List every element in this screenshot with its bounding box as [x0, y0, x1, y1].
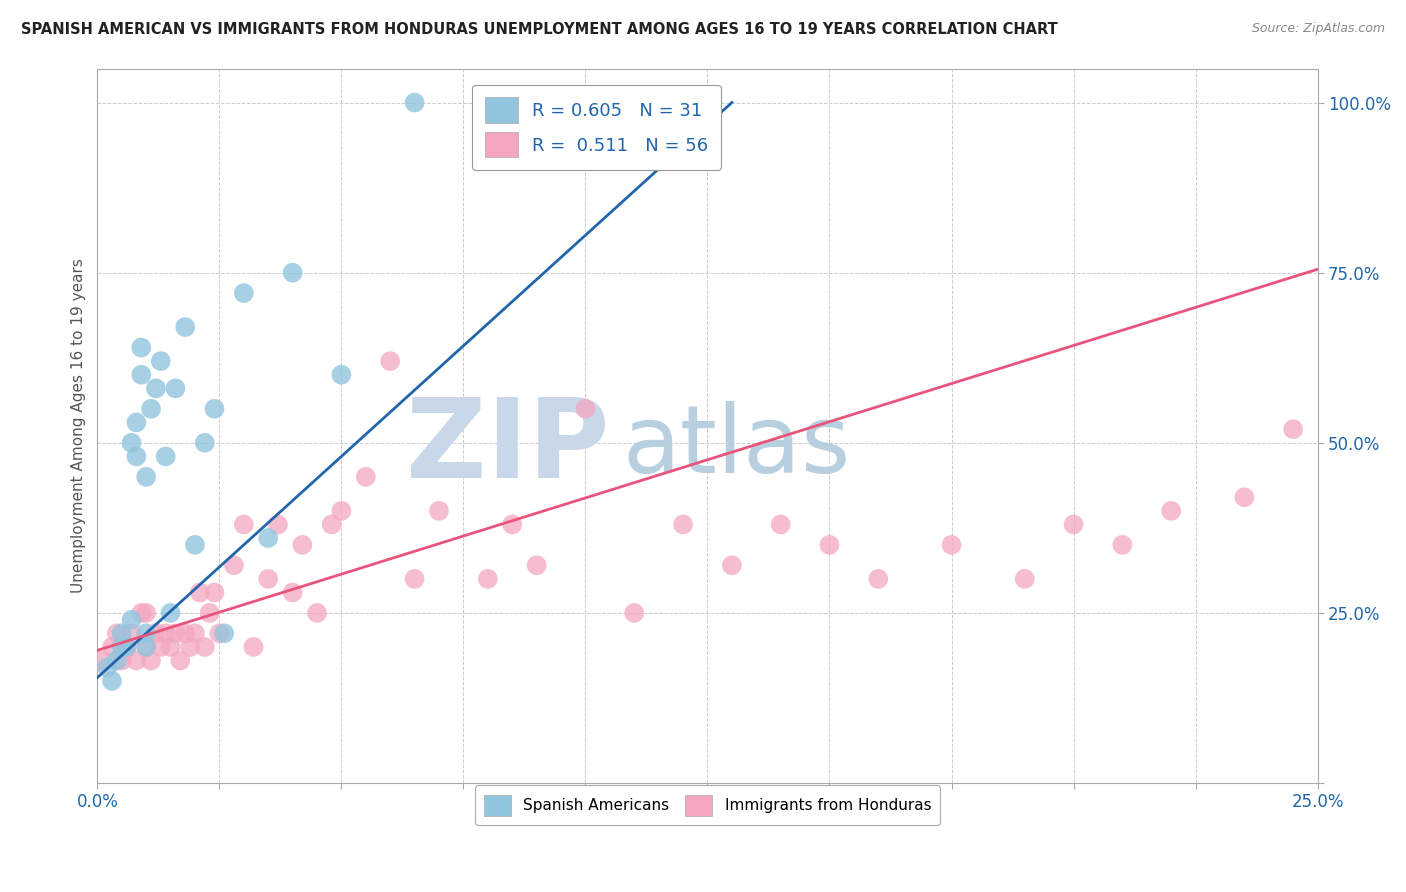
Point — [139, 654, 162, 668]
Point — [101, 640, 124, 654]
Point — [721, 558, 744, 573]
Text: SPANISH AMERICAN VS IMMIGRANTS FROM HONDURAS UNEMPLOYMENT AMONG AGES 16 TO 19 YE: SPANISH AMERICAN VS IMMIGRANTS FROM HOND… — [21, 22, 1057, 37]
Point — [135, 606, 157, 620]
Point — [169, 654, 191, 668]
Point — [257, 531, 280, 545]
Point — [184, 538, 207, 552]
Point — [404, 572, 426, 586]
Point — [125, 416, 148, 430]
Point — [941, 538, 963, 552]
Point — [174, 320, 197, 334]
Point — [174, 626, 197, 640]
Point — [129, 606, 152, 620]
Point — [769, 517, 792, 532]
Text: atlas: atlas — [621, 401, 851, 493]
Point — [165, 626, 187, 640]
Point — [105, 626, 128, 640]
Point — [139, 401, 162, 416]
Legend: Spanish Americans, Immigrants from Honduras: Spanish Americans, Immigrants from Hondu… — [475, 786, 941, 825]
Point — [242, 640, 264, 654]
Point — [101, 673, 124, 688]
Point — [135, 470, 157, 484]
Point — [145, 381, 167, 395]
Point — [194, 435, 217, 450]
Point — [179, 640, 201, 654]
Point — [232, 286, 254, 301]
Point — [145, 626, 167, 640]
Point — [155, 626, 177, 640]
Point — [574, 401, 596, 416]
Point — [135, 626, 157, 640]
Point — [135, 640, 157, 654]
Point — [184, 626, 207, 640]
Point — [404, 95, 426, 110]
Point — [121, 435, 143, 450]
Point — [165, 381, 187, 395]
Point — [188, 585, 211, 599]
Point — [281, 585, 304, 599]
Point — [380, 354, 402, 368]
Point — [1233, 490, 1256, 504]
Point — [204, 401, 226, 416]
Point — [125, 654, 148, 668]
Point — [321, 517, 343, 532]
Point — [623, 606, 645, 620]
Point — [1282, 422, 1305, 436]
Point — [281, 266, 304, 280]
Point — [159, 640, 181, 654]
Point — [129, 368, 152, 382]
Point — [111, 640, 134, 654]
Point — [198, 606, 221, 620]
Point — [208, 626, 231, 640]
Point — [111, 654, 134, 668]
Point — [129, 341, 152, 355]
Point — [1160, 504, 1182, 518]
Point — [149, 354, 172, 368]
Text: ZIP: ZIP — [406, 393, 610, 500]
Point — [204, 585, 226, 599]
Point — [159, 606, 181, 620]
Point — [125, 450, 148, 464]
Point — [121, 613, 143, 627]
Point — [135, 640, 157, 654]
Point — [96, 660, 118, 674]
Point — [501, 517, 523, 532]
Point — [91, 654, 114, 668]
Point — [155, 450, 177, 464]
Point — [212, 626, 235, 640]
Point — [105, 654, 128, 668]
Point — [330, 504, 353, 518]
Point — [672, 517, 695, 532]
Point — [818, 538, 841, 552]
Point — [868, 572, 890, 586]
Point — [115, 640, 138, 654]
Point — [121, 626, 143, 640]
Point — [232, 517, 254, 532]
Y-axis label: Unemployment Among Ages 16 to 19 years: Unemployment Among Ages 16 to 19 years — [72, 259, 86, 593]
Point — [1063, 517, 1085, 532]
Point — [1014, 572, 1036, 586]
Point — [305, 606, 328, 620]
Point — [111, 626, 134, 640]
Point — [330, 368, 353, 382]
Point — [427, 504, 450, 518]
Point — [115, 640, 138, 654]
Point — [477, 572, 499, 586]
Point — [526, 558, 548, 573]
Point — [194, 640, 217, 654]
Point — [1111, 538, 1133, 552]
Point — [257, 572, 280, 586]
Text: Source: ZipAtlas.com: Source: ZipAtlas.com — [1251, 22, 1385, 36]
Point — [291, 538, 314, 552]
Point — [354, 470, 377, 484]
Point — [149, 640, 172, 654]
Point — [267, 517, 290, 532]
Point — [222, 558, 245, 573]
